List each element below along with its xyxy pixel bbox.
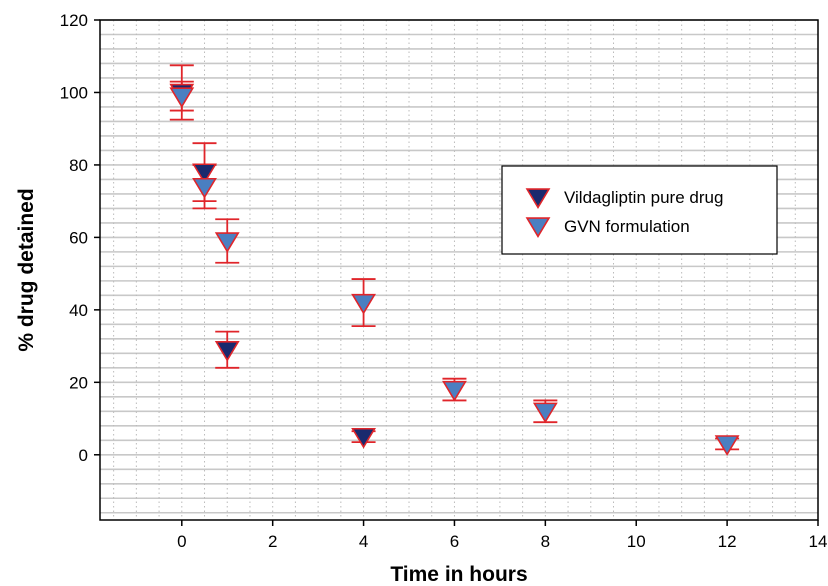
- grid: [100, 19, 819, 520]
- y-tick-label: 60: [69, 228, 88, 247]
- data-point-gvn: [351, 293, 376, 315]
- data-markers: [169, 83, 740, 456]
- x-tick-label: 4: [359, 532, 368, 551]
- y-tick-label: 80: [69, 156, 88, 175]
- y-tick-label: 120: [60, 11, 88, 30]
- y-axis-title: % drug detained: [15, 188, 38, 351]
- data-point-vildagliptin: [192, 163, 217, 185]
- legend: Vildagliptin pure drug GVN formulation: [501, 165, 778, 255]
- x-tick-label: 2: [268, 532, 277, 551]
- data-point-gvn: [532, 402, 558, 424]
- y-tick-label: 100: [60, 83, 88, 102]
- data-point-gvn: [442, 380, 467, 402]
- data-point-gvn: [714, 435, 740, 456]
- legend-marker: [525, 217, 551, 239]
- x-tick-label: 0: [177, 532, 186, 551]
- legend-label: Vildagliptin pure drug: [564, 188, 723, 207]
- data-point-vildagliptin: [214, 340, 240, 362]
- x-tick-label: 12: [718, 532, 737, 551]
- x-tick-label: 8: [541, 532, 550, 551]
- legend-box: [501, 165, 778, 255]
- plot-area: [99, 19, 819, 521]
- data-point-gvn: [169, 87, 195, 109]
- data-point-gvn: [214, 232, 240, 254]
- y-tick-label: 0: [79, 446, 88, 465]
- data-point-gvn: [192, 177, 217, 199]
- legend-label: GVN formulation: [564, 217, 690, 236]
- data-point-vildagliptin: [351, 427, 376, 449]
- axis-ticks: 0 2 4 6 8 10 12 14 0 20 40 60 80 100 120: [60, 11, 828, 551]
- x-axis-title: Time in hours: [390, 563, 527, 586]
- x-tick-label: 6: [450, 532, 459, 551]
- y-tick-label: 40: [69, 301, 88, 320]
- x-tick-label: 10: [627, 532, 646, 551]
- x-tick-label: 14: [809, 532, 828, 551]
- legend-marker: [525, 188, 551, 210]
- y-tick-label: 20: [69, 373, 88, 392]
